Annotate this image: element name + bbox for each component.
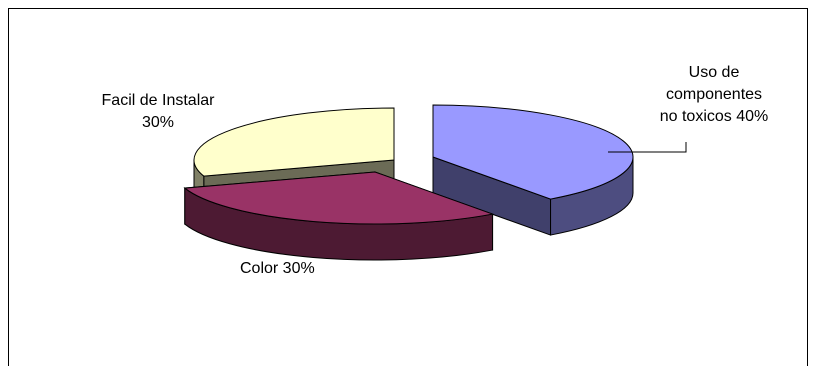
chart-frame [8, 8, 808, 366]
slice-label-color-line: Color 30% [240, 260, 315, 277]
slice-label-toxicos-line: no toxicos 40% [660, 108, 769, 125]
slice-label-facil-line: Facil de Instalar [102, 92, 216, 109]
label-leader-line [608, 142, 687, 153]
pie-slice-color [183, 171, 495, 261]
slice-label-facil-line: 30% [142, 114, 174, 131]
pie-slice-color-top [183, 171, 495, 225]
slice-label-toxicos-line: componentes [666, 86, 762, 103]
pie-slice-toxicos-top [432, 104, 634, 200]
slice-label-toxicos-line: Uso de [689, 64, 740, 81]
pie-slice-toxicos [432, 104, 634, 236]
slice-label-facil: Facil de Instalar 30% [102, 92, 216, 131]
pie-slice-facil-top [193, 107, 395, 177]
slice-label-toxicos: Uso de componentes no toxicos 40% [660, 64, 769, 125]
slice-label-color: Color 30% [240, 260, 315, 277]
